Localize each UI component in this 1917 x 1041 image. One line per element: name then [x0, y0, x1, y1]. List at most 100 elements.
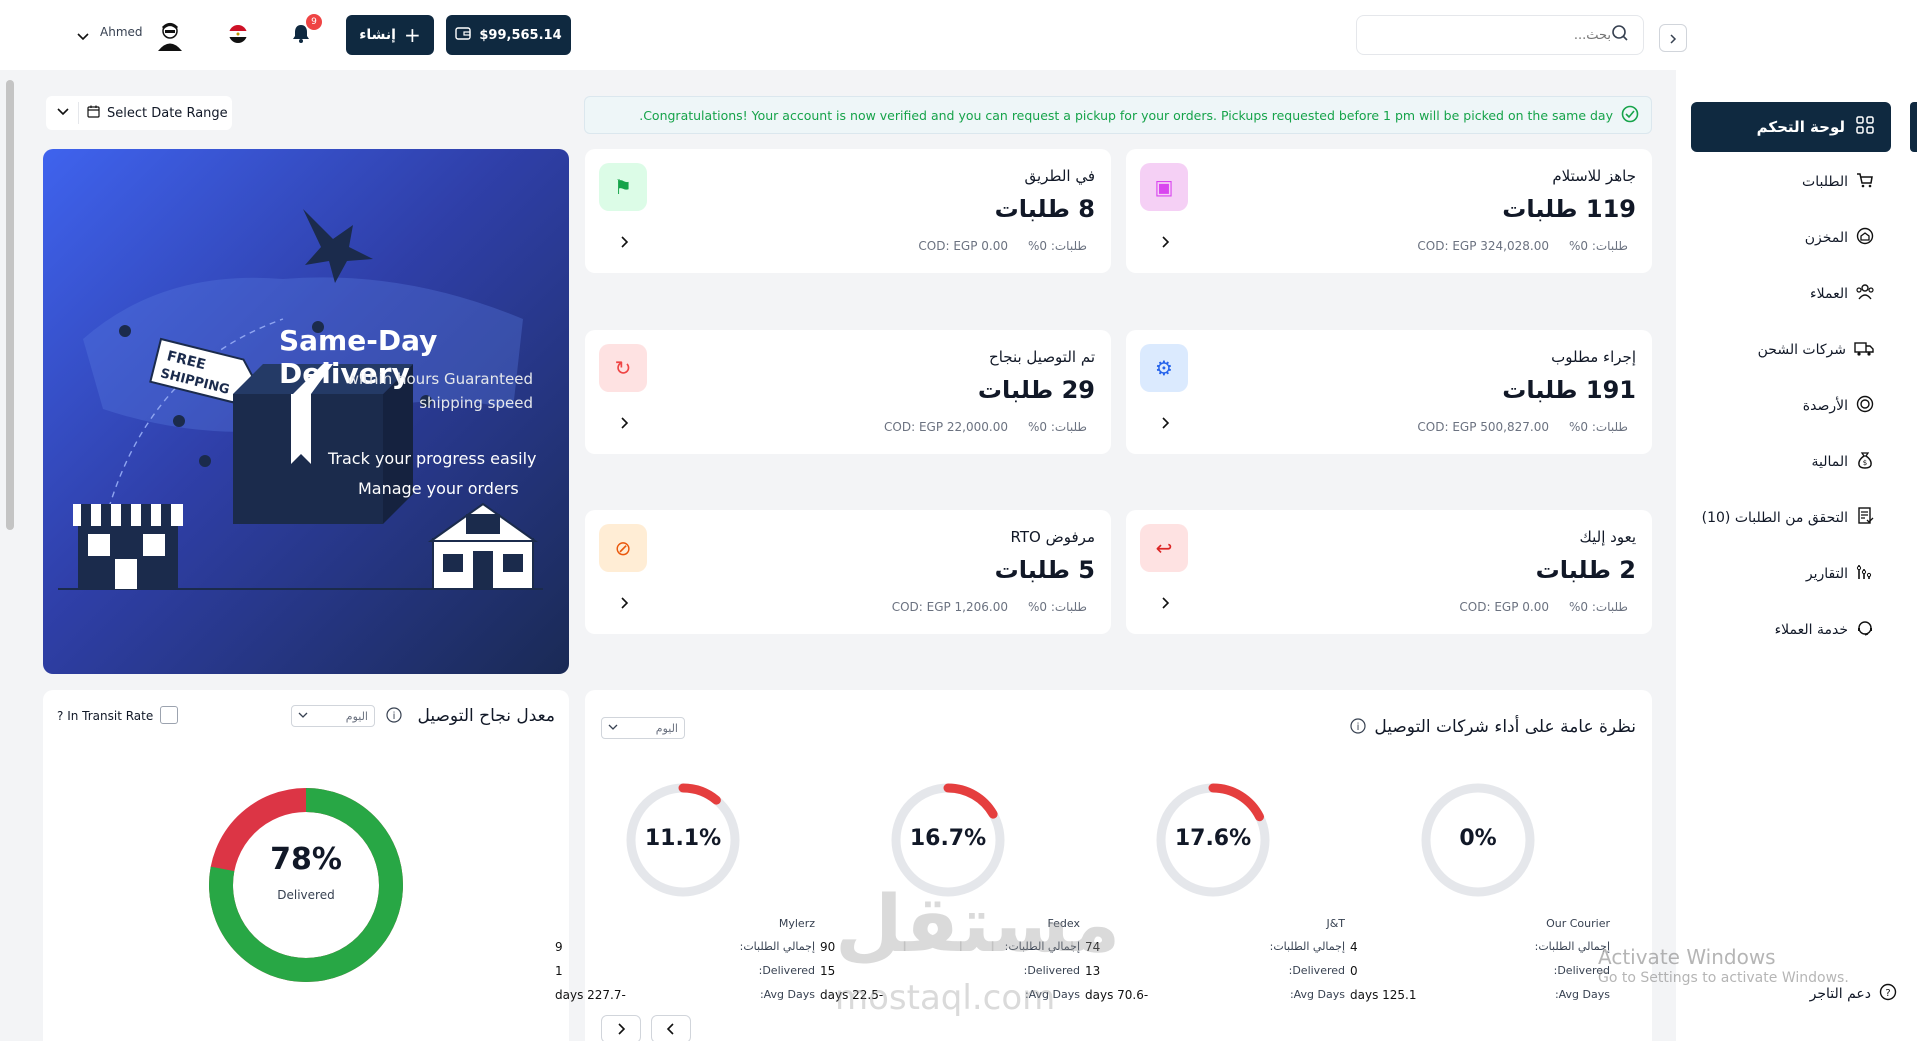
merchant-support-link[interactable]: ? دعم التاجر — [1810, 979, 1897, 1009]
stat-title: يعود إليك — [1579, 528, 1636, 546]
sidebar-item-label: لوحة التحكم — [1756, 118, 1845, 136]
grid-icon — [1855, 115, 1875, 139]
sidebar-item-reports[interactable]: التقارير — [1806, 559, 1874, 589]
carrier-donut — [891, 783, 1005, 897]
chevron-right-icon — [1162, 417, 1170, 429]
user-menu[interactable]: Ahmed — [76, 18, 187, 56]
reports-icon — [1856, 563, 1874, 585]
notifications-button[interactable]: 9 — [290, 14, 322, 48]
carrier-total-value: 9 — [555, 940, 563, 954]
carrier-name: Our Courier — [1546, 917, 1610, 930]
stat-value: 119 طلبات — [1502, 195, 1636, 223]
chevron-right-icon — [616, 1020, 626, 1039]
wallet-balance: $99,565.14 — [479, 27, 562, 43]
stat-title: في الطريق — [1024, 167, 1095, 185]
stat-card-delivered[interactable]: تم التوصيل بنجاح 29 طلبات طلبات: 0% COD: EG… — [585, 330, 1111, 454]
sidebar-item-label: خدمة العملاء — [1774, 622, 1848, 638]
sidebar-item-orders[interactable]: الطلبات — [1802, 167, 1874, 197]
egypt-flag-icon[interactable] — [228, 24, 248, 48]
help-circle-icon: ? — [1879, 983, 1897, 1005]
stat-open-button[interactable] — [1160, 414, 1170, 433]
stat-open-button[interactable] — [619, 414, 629, 433]
verification-notice: Congratulations! Your account is now ver… — [584, 96, 1652, 134]
sidebar-item-order-verification[interactable]: التحقق من الطلبات (10) — [1702, 503, 1874, 533]
date-range-picker[interactable]: Select Date Range — [46, 96, 232, 130]
stat-open-button[interactable] — [1160, 594, 1170, 613]
info-icon: i — [386, 707, 402, 727]
carrier-donut — [1156, 783, 1270, 897]
stat-meta: طلبات: 0% COD: EGP 0.00 — [918, 239, 1087, 253]
delivery-success-card: معدل نجاح التوصيل i اليوم In Transit Rat… — [43, 690, 569, 1041]
runner-icon: ⚑ — [599, 163, 647, 211]
sidebar-item-customer-service[interactable]: خدمة العملاء — [1775, 615, 1874, 645]
chevron-right-icon — [1162, 597, 1170, 609]
box-icon: ▣ — [1140, 163, 1188, 211]
carrier-column: 17.6% J&T إجمالي الطلبات: 74 Delivered: 13 Avg… — [1085, 690, 1345, 1041]
stat-title: جاهز للاستلام — [1552, 167, 1636, 185]
stat-card-in-transit[interactable]: في الطريق 8 طلبات طلبات: 0% COD: EGP 0.00 ⚑ — [585, 149, 1111, 273]
carrier-percent: 17.6% — [1174, 826, 1252, 851]
wallet-icon — [455, 26, 472, 44]
chevron-right-icon — [621, 236, 629, 248]
sidebar-item-customers[interactable]: العملاء — [1810, 279, 1874, 309]
banner-subline: within hours Guaranteed shipping speed — [346, 370, 533, 412]
stat-open-button[interactable] — [619, 233, 629, 252]
create-button[interactable]: إنشاء + — [346, 15, 434, 55]
rejected-doc-icon: ⊘ — [599, 524, 647, 572]
carrier-name: J&T — [1326, 917, 1345, 930]
carrier-delivered-label: Delivered: — [1023, 964, 1080, 977]
carrier-period-value: اليوم — [655, 721, 678, 735]
donut-track — [1421, 783, 1535, 897]
sidebar-toggle-button[interactable] — [1659, 24, 1687, 52]
donut-fill — [891, 783, 1005, 897]
success-donut-chart — [209, 788, 403, 982]
carrier-avg-label: Avg Days: — [1554, 988, 1610, 1001]
chevron-right-icon — [1668, 29, 1678, 48]
carrier-period-select[interactable]: اليوم — [601, 717, 685, 739]
stat-card-returning[interactable]: يعود إليك 2 طلبات طلبات: 0% COD: EGP 0.00 ↩ — [1126, 510, 1652, 634]
stat-cod: COD: EGP 1,206.00 — [891, 600, 1008, 614]
carrier-column: 16.7% Fedex إجمالي الطلبات: 90 Delivered: 15 A… — [820, 690, 1080, 1041]
carrier-column: 11.1% Mylerz إجمالي الطلبات: 9 Delivered: 1 Av… — [555, 690, 815, 1041]
carrier-delivered-label: Delivered: — [758, 964, 815, 977]
sidebar-item-dashboard[interactable]: لوحة التحكم — [1691, 102, 1891, 152]
wallet-button[interactable]: $99,565.14 — [446, 15, 571, 55]
page-scrollbar[interactable] — [6, 80, 14, 530]
carousel-next-button[interactable] — [601, 1015, 641, 1041]
notification-badge: 9 — [306, 14, 322, 30]
stat-card-rto-rejected[interactable]: مرفوض RTO 5 طلبات طلبات: 0% COD: EGP 1,206.… — [585, 510, 1111, 634]
success-period-select[interactable]: اليوم — [291, 705, 375, 727]
sidebar-item-carriers[interactable]: شركات الشحن — [1758, 335, 1874, 365]
windows-activation-title: Activate Windows — [1598, 945, 1776, 969]
stat-card-action-required[interactable]: إجراء مطلوب 191 طلبات طلبات: 0% COD: EGP 50… — [1126, 330, 1652, 454]
carrier-avg-value: -70.6 days — [1085, 988, 1149, 1002]
carousel-prev-button[interactable] — [651, 1015, 691, 1041]
success-rate-title: معدل نجاح التوصيل — [417, 706, 555, 726]
search-box[interactable] — [1356, 15, 1644, 55]
sidebar-item-label: التحقق من الطلبات (10) — [1701, 510, 1848, 526]
banner-illustration: FREE SHIPPING — [58, 209, 543, 590]
transit-rate-checkbox[interactable] — [160, 706, 178, 724]
plus-icon: + — [403, 23, 421, 47]
chevron-down-icon — [608, 722, 618, 735]
sidebar-item-label: المخزن — [1804, 230, 1848, 246]
stat-meta: طلبات: 0% COD: EGP 22,000.00 — [884, 420, 1087, 434]
chevron-down-icon — [298, 710, 308, 723]
sidebar-item-balances[interactable]: الأرصدة — [1803, 391, 1874, 421]
sidebar-item-warehouse[interactable]: المخزن — [1805, 223, 1874, 253]
search-input[interactable] — [1371, 27, 1611, 43]
balance-icon — [1856, 395, 1874, 417]
donut-fill — [626, 783, 740, 897]
stat-percent: طلبات: 0% — [1568, 239, 1628, 253]
stat-open-button[interactable] — [619, 594, 629, 613]
sidebar: لوحة التحكم الطلبات المخزن العملاء شركات… — [1676, 70, 1917, 1041]
success-caption: Delivered — [277, 888, 335, 902]
windows-activation-sub: Go to Settings to activate Windows. — [1598, 970, 1849, 986]
stat-open-button[interactable] — [1160, 233, 1170, 252]
carrier-percent: 0% — [1459, 826, 1497, 851]
svg-text:?: ? — [1885, 988, 1890, 999]
stat-card-ready-for-pickup[interactable]: جاهز للاستلام 119 طلبات طلبات: 0% COD: EGP … — [1126, 149, 1652, 273]
promo-banner: FREE SHIPPING Same-Day Delivery within h… — [43, 149, 569, 674]
stat-value: 29 طلبات — [977, 376, 1095, 404]
sidebar-item-finance[interactable]: $ المالية — [1811, 447, 1874, 477]
